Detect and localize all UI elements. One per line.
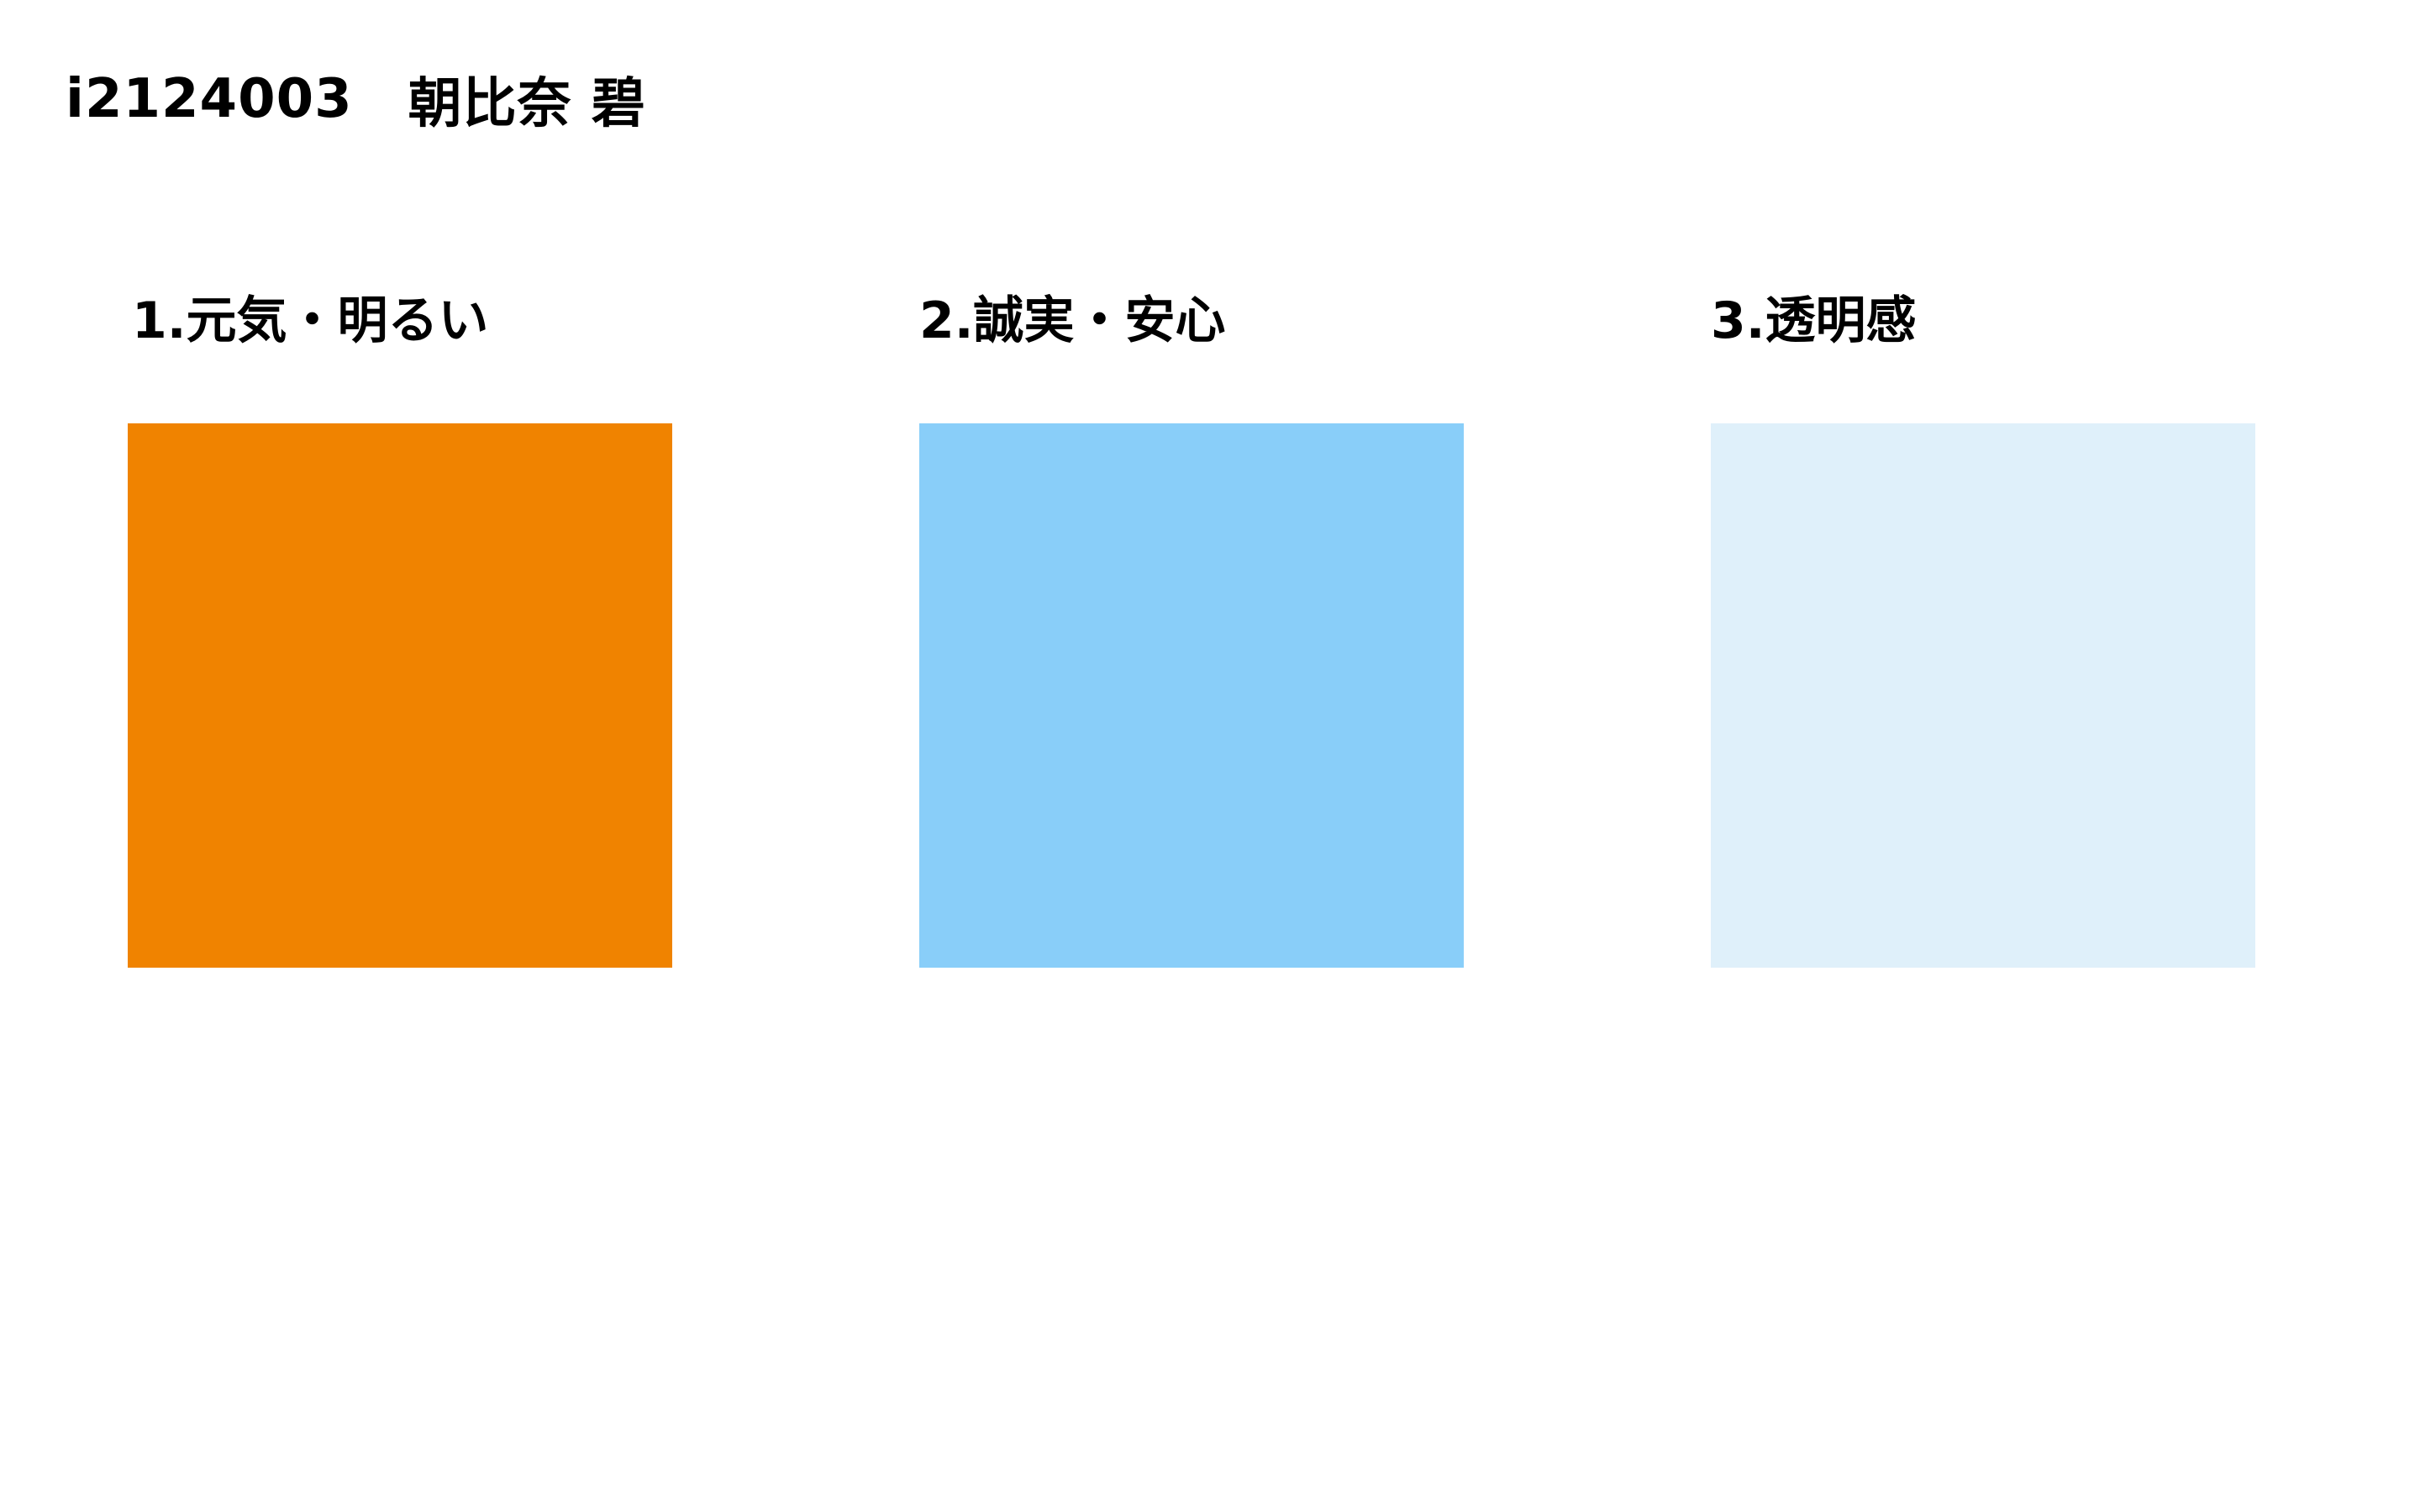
color-swatch-sky-blue bbox=[919, 423, 1464, 968]
color-swatch-pale-blue bbox=[1711, 423, 2255, 968]
student-id: i2124003 bbox=[66, 68, 353, 130]
color-swatch-orange bbox=[128, 423, 672, 968]
swatch-label: 2.誠実・安心 bbox=[919, 291, 1226, 350]
page-title: i2124003 朝比奈 碧 bbox=[66, 60, 646, 138]
student-name: 朝比奈 碧 bbox=[408, 73, 646, 135]
swatch-label: 3.透明感 bbox=[1711, 291, 1917, 350]
swatch-group-1: 1.元気・明るい bbox=[128, 277, 682, 968]
swatch-label: 1.元気・明るい bbox=[132, 291, 489, 350]
swatch-group-3: 3.透明感 bbox=[1711, 277, 2265, 968]
swatch-group-2: 2.誠実・安心 bbox=[919, 277, 1474, 968]
